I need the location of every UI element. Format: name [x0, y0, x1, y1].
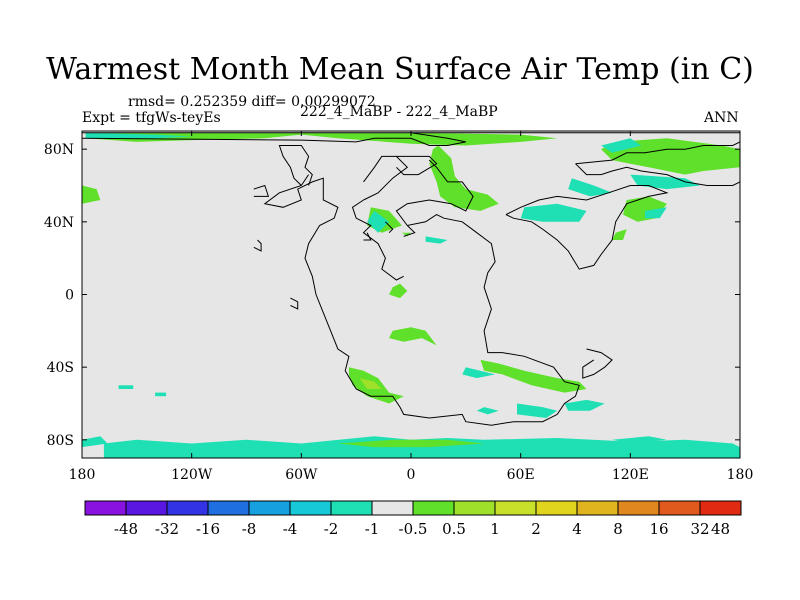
coastline [253, 239, 262, 252]
colorbar-label: 1 [490, 520, 500, 538]
coastline [505, 185, 669, 270]
x-tick-label: 180 [69, 467, 96, 483]
coastline [290, 297, 299, 310]
coastline [396, 155, 438, 176]
anomaly-region [612, 436, 667, 444]
y-tick-label: 80N [44, 142, 74, 158]
coastline [363, 155, 409, 201]
anomaly-region [85, 132, 192, 139]
period-label: 222_4_MaBP - 222_4_MaBP [300, 104, 498, 120]
anomaly-region [601, 138, 740, 175]
anomaly-region [425, 236, 448, 244]
anomaly-region [564, 399, 605, 411]
anomaly-region [429, 145, 499, 211]
colorbar-label: 2 [531, 520, 541, 538]
colorbar-box [166, 500, 209, 516]
colorbar-label: -0.5 [399, 520, 428, 538]
coastline [253, 184, 270, 197]
y-axis: 80N 40N 0 40S 80S [44, 142, 740, 449]
x-tick-label: 0 [407, 467, 416, 483]
season-label: ANN [704, 110, 739, 126]
colorbar-label: -8 [242, 520, 257, 538]
coastline [582, 348, 613, 379]
colorbar-label: -2 [324, 520, 339, 538]
anomaly-region [389, 283, 408, 299]
colorbar-label: 48 [711, 520, 730, 538]
colorbar: -48 -32 -16 -8 -4 -2 -1 -0.5 0.5 1 2 4 8 16 32 48 [84, 500, 742, 538]
x-tick-label: 60E [507, 467, 535, 483]
colorbar-box [699, 500, 742, 516]
anomaly-region [367, 210, 390, 233]
y-tick-label: 0 [65, 288, 74, 304]
colorbar-box [658, 500, 701, 516]
colorbar-label: 8 [613, 520, 623, 538]
anomaly-region [359, 378, 382, 389]
anomaly-region [517, 403, 558, 418]
coastline [278, 145, 313, 186]
colorbar-box [494, 500, 537, 516]
coastline [575, 141, 740, 165]
coastline [82, 132, 466, 146]
colorbar-label: 4 [572, 520, 582, 538]
coastline [403, 225, 416, 237]
colorbar-box [617, 500, 660, 516]
colorbar-label: -32 [155, 520, 179, 538]
experiment-label: Expt = tfgWs-teyEs [82, 110, 221, 126]
anomaly-region [82, 185, 101, 204]
x-axis: 180 120W 60W 0 60E 120E 180 [69, 131, 754, 483]
anomaly-region [568, 178, 613, 197]
anomaly-regions [82, 132, 740, 458]
anomaly-region [601, 138, 642, 153]
anomaly-region [389, 327, 437, 346]
x-tick-label: 180 [727, 467, 754, 483]
colorbar-box [125, 500, 168, 516]
colorbar-box [207, 500, 250, 516]
colorbar-label: 0.5 [442, 520, 466, 538]
coastline [363, 232, 372, 241]
anomaly-region [480, 359, 587, 393]
x-tick-label: 60W [285, 467, 318, 483]
anomaly-region [462, 367, 496, 379]
anomaly-region [645, 207, 667, 219]
anomaly-region [85, 132, 558, 146]
colorbar-box [371, 500, 414, 516]
colorbar-box [84, 500, 127, 516]
coastline [263, 159, 580, 426]
colorbar-label: -1 [365, 520, 380, 538]
coastline [575, 163, 740, 186]
chart-title: Warmest Month Mean Surface Air Temp (in … [46, 52, 754, 87]
x-tick-label: 120W [171, 467, 213, 483]
colorbar-box [576, 500, 619, 516]
anomaly-region [401, 232, 411, 237]
y-tick-label: 40S [47, 360, 74, 376]
coastline [385, 221, 394, 234]
anomaly-region [337, 439, 485, 448]
coastline [351, 199, 404, 281]
colorbar-box [330, 500, 373, 516]
colorbar-box [248, 500, 291, 516]
anomaly-region [82, 436, 108, 448]
anomaly-region [155, 392, 167, 397]
anomaly-region [612, 229, 627, 240]
y-tick-label: 40N [44, 215, 74, 231]
map-plot: 180 120W 60W 0 60E 120E 180 80N 40N 0 40S 80S [44, 130, 754, 483]
stats-label: rmsd= 0.252359 diff= 0.00299072 [128, 94, 376, 110]
x-tick-label: 120E [612, 467, 649, 483]
colorbar-label: -48 [114, 520, 138, 538]
colorbar-box [535, 500, 578, 516]
y-tick-label: 80S [47, 433, 74, 449]
anomaly-region [520, 203, 587, 222]
colorbar-label: 16 [649, 520, 668, 538]
colorbar-box [412, 500, 455, 516]
colorbar-box [453, 500, 496, 516]
colorbar-box [289, 500, 332, 516]
colorbar-label: 32 [690, 520, 709, 538]
colorbar-label: -16 [196, 520, 220, 538]
colorbar-label: -4 [283, 520, 298, 538]
anomaly-region [476, 407, 499, 415]
anomaly-region [118, 385, 134, 389]
